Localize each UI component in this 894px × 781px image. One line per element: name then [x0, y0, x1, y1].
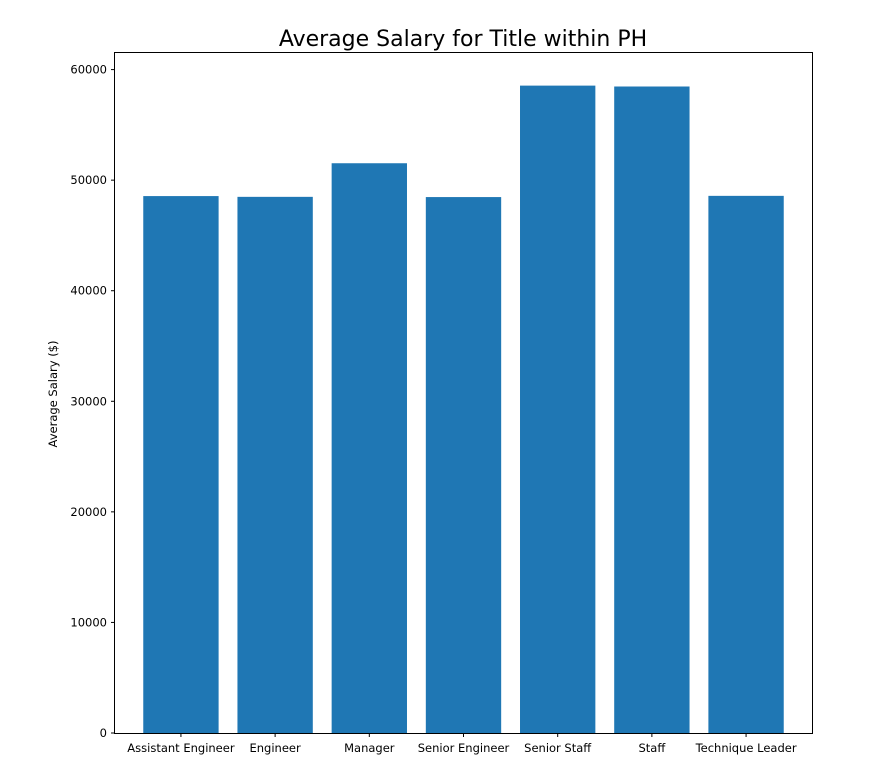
y-axis-ticks: 0 10000 20000 30000 40000 50000 60000 — [70, 63, 115, 740]
bar — [614, 86, 690, 733]
bar — [237, 196, 313, 734]
y-tick-label: 10000 — [70, 615, 107, 629]
x-tick-label: Manager — [344, 741, 395, 755]
bars-layer — [143, 85, 784, 734]
x-axis-ticks: Assistant Engineer Engineer Manager Senior … — [127, 733, 797, 755]
bar — [331, 163, 407, 734]
chart-title: Average Salary for Title within PH — [279, 27, 647, 52]
y-tick-label: 60000 — [70, 63, 107, 77]
x-tick-label: Technique Leader — [695, 741, 797, 755]
x-tick-label: Engineer — [250, 741, 301, 755]
plot-frame — [114, 52, 813, 734]
y-tick-label: 50000 — [70, 173, 107, 187]
x-tick-label: Staff — [638, 741, 666, 755]
bar — [425, 197, 502, 733]
x-tick-label: Assistant Engineer — [127, 741, 235, 755]
y-tick-label: 30000 — [70, 394, 107, 408]
y-tick-label: 20000 — [70, 505, 107, 519]
x-tick-label: Senior Staff — [524, 741, 592, 755]
y-tick-label: 40000 — [70, 284, 107, 298]
bar — [143, 196, 219, 733]
y-tick-label: 0 — [100, 726, 107, 740]
y-axis-label: Average Salary ($) — [46, 341, 60, 448]
bar — [520, 85, 596, 734]
bar — [708, 195, 784, 734]
x-tick-label: Senior Engineer — [418, 741, 510, 755]
